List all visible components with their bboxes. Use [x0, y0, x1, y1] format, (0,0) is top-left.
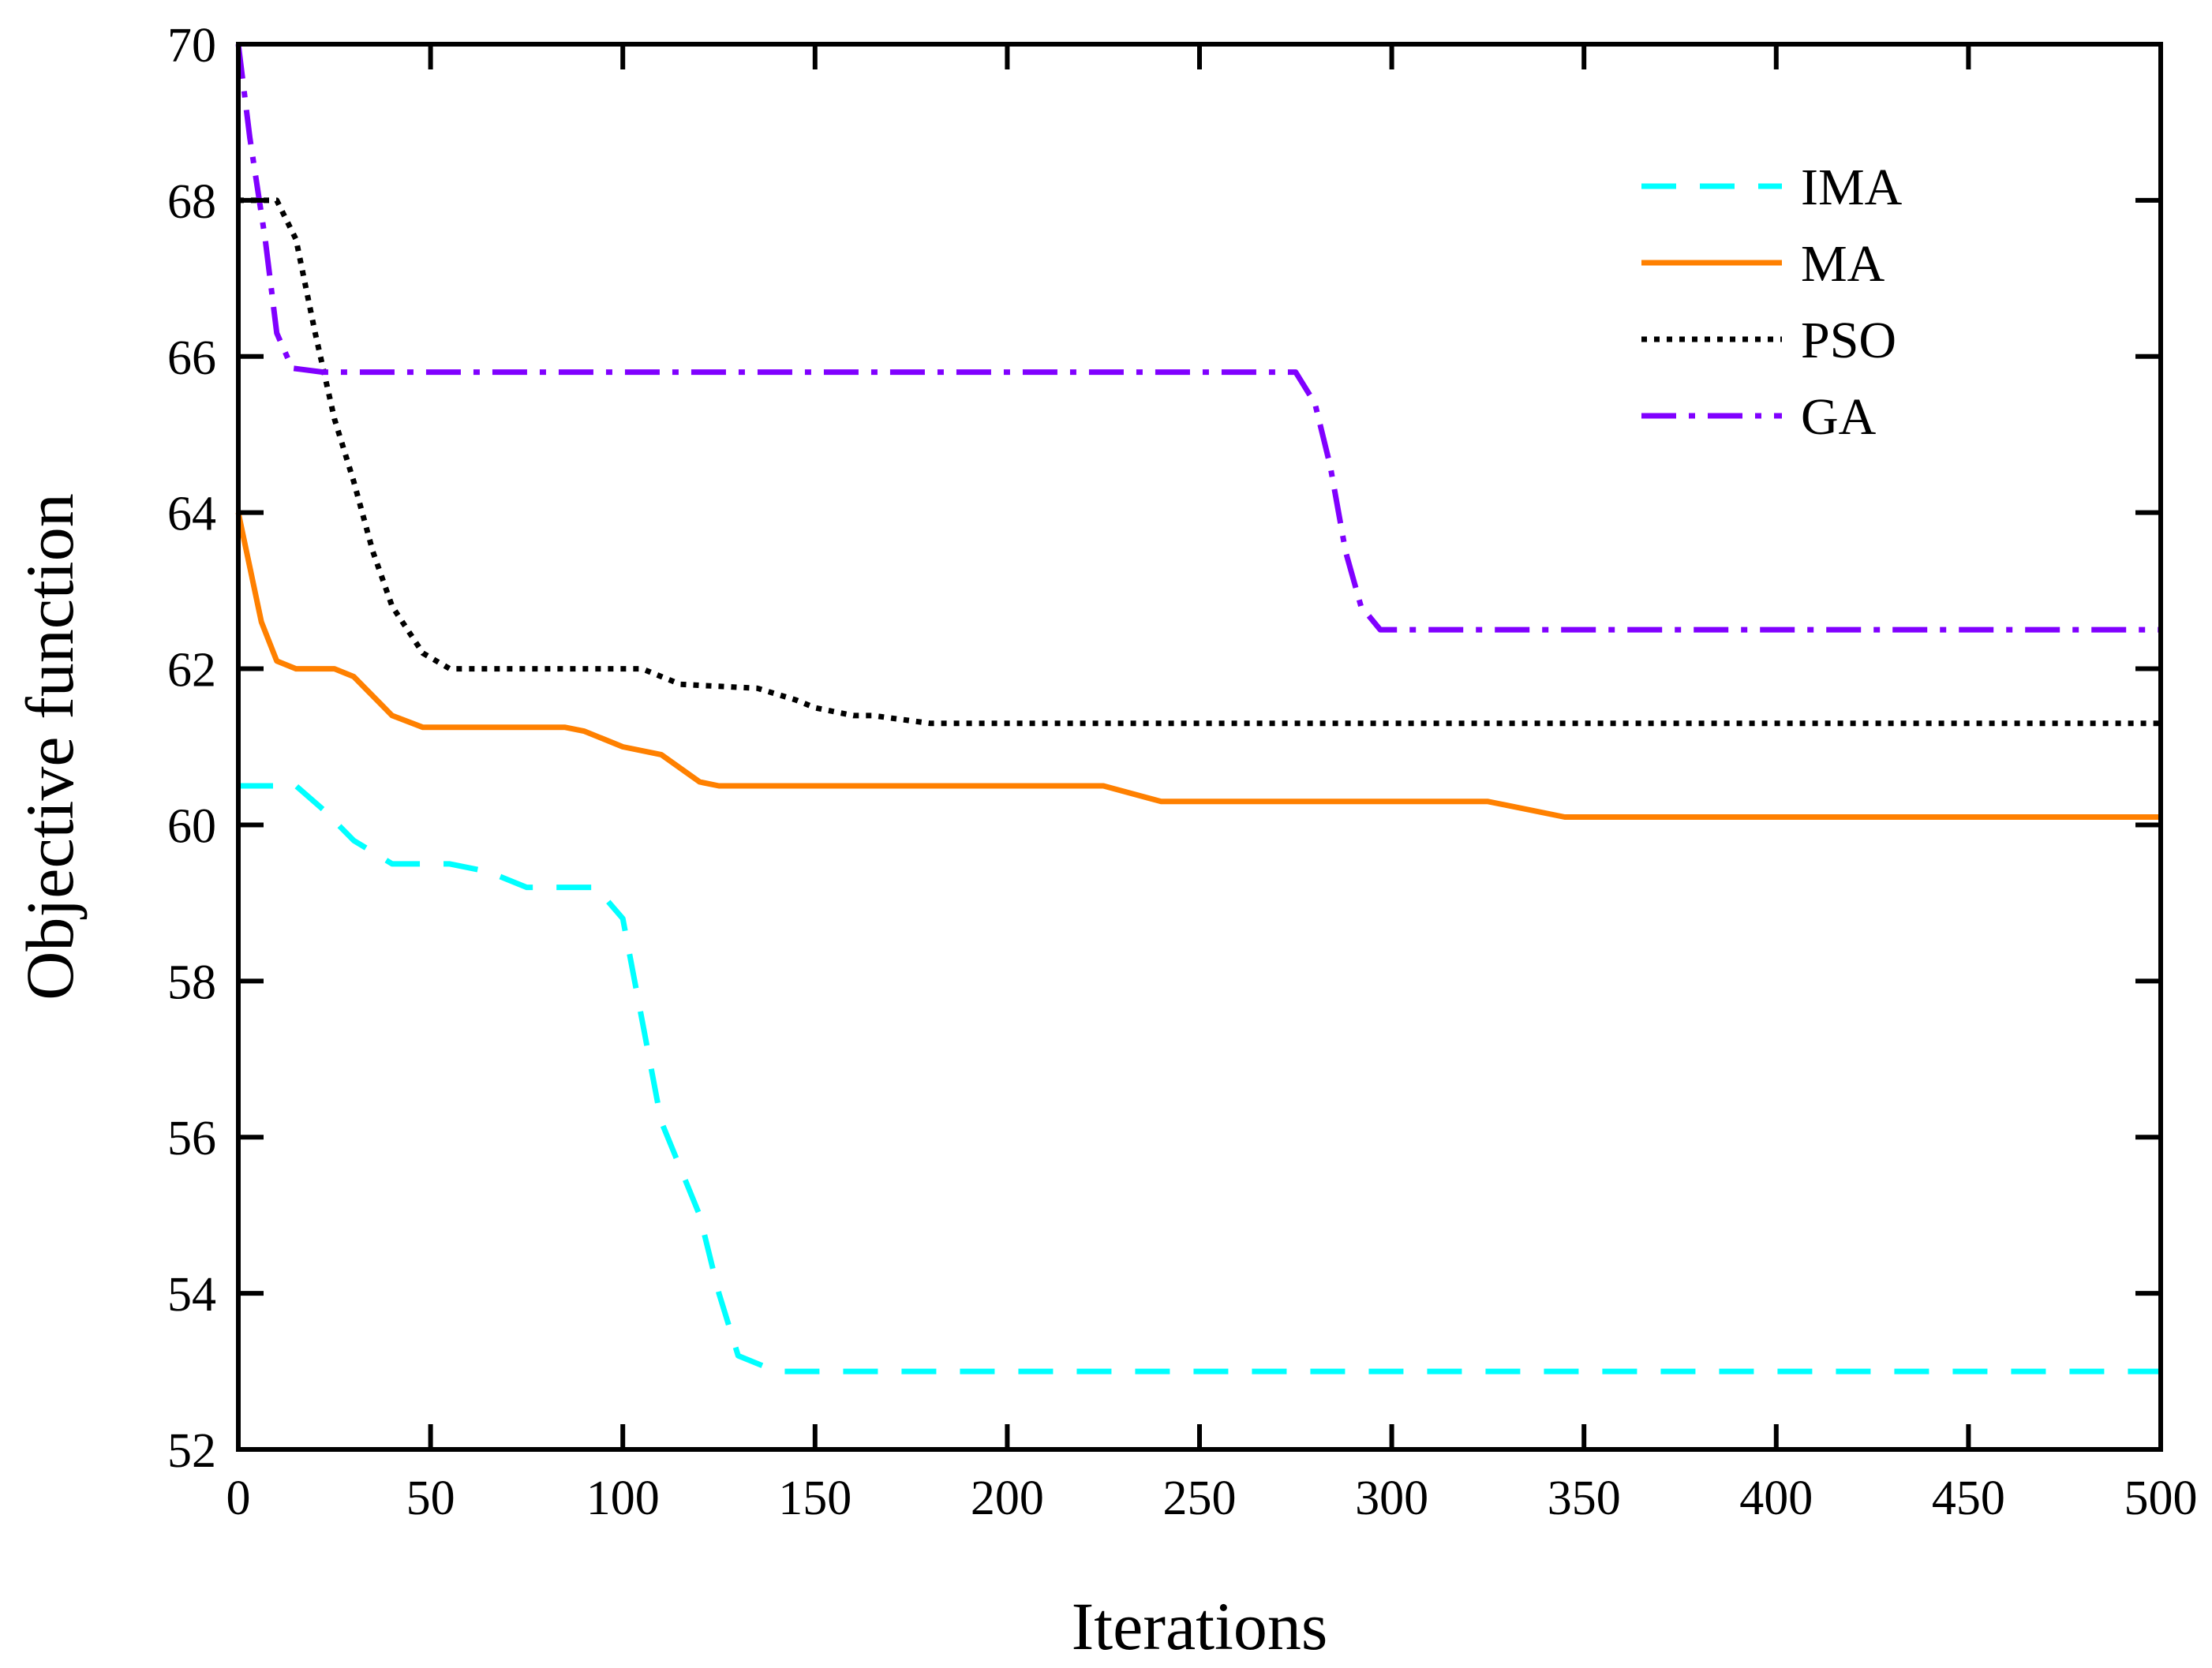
series-line-ima — [238, 783, 2161, 1374]
x-tick-label: 400 — [1739, 1472, 1813, 1525]
x-tick-label: 350 — [1548, 1472, 1621, 1525]
x-tick-label: 500 — [2124, 1472, 2198, 1525]
legend-label-ima: IMA — [1801, 159, 1903, 216]
x-tick-label: 0 — [226, 1472, 251, 1525]
x-tick-label: 250 — [1163, 1472, 1237, 1525]
series-line-ga — [235, 43, 2161, 633]
series-layer — [235, 43, 2161, 1374]
y-tick-label: 52 — [167, 1424, 216, 1478]
x-tick-label: 150 — [778, 1472, 851, 1525]
y-axis-title: Objective function — [12, 493, 88, 1000]
x-tick-label: 450 — [1932, 1472, 2005, 1525]
ticks-layer: 0 50 100 150 200 250 300 350 400 450 500 52 54 56 58 60… — [167, 19, 2198, 1525]
y-tick-label: 58 — [167, 956, 216, 1009]
y-tick-label: 60 — [167, 799, 216, 853]
x-tick-label: 300 — [1355, 1472, 1428, 1525]
legend-label-ga: GA — [1801, 388, 1877, 446]
y-tick-label: 68 — [167, 175, 216, 229]
x-tick-label: 200 — [971, 1472, 1044, 1525]
legend-label-ma: MA — [1801, 235, 1885, 293]
y-tick-label: 66 — [167, 331, 216, 385]
x-tick-label: 50 — [406, 1472, 455, 1525]
series-line-pso — [238, 197, 2161, 727]
y-tick-label: 62 — [167, 644, 216, 697]
legend-label-pso: PSO — [1801, 312, 1896, 369]
legend: IMA MA PSO GA — [1641, 159, 1903, 446]
y-tick-label: 64 — [167, 488, 216, 541]
y-tick-label: 54 — [167, 1268, 216, 1322]
series-line-ma — [235, 511, 2161, 820]
y-tick-label: 70 — [167, 19, 216, 73]
x-tick-label: 100 — [586, 1472, 660, 1525]
y-tick-label: 56 — [167, 1112, 216, 1165]
x-axis-title: Iterations — [1072, 1588, 1328, 1664]
